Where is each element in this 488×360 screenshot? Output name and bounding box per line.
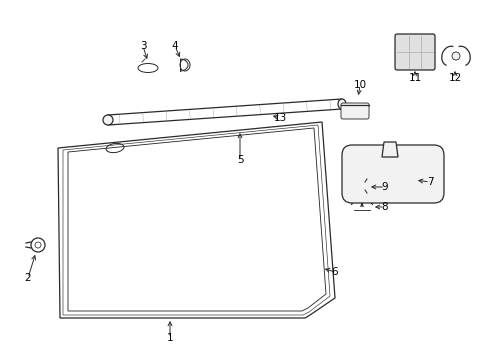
Text: 1: 1 — [166, 333, 173, 343]
Text: 10: 10 — [353, 80, 366, 90]
Text: 6: 6 — [331, 267, 338, 277]
FancyBboxPatch shape — [394, 34, 434, 70]
Circle shape — [103, 115, 113, 125]
FancyBboxPatch shape — [340, 103, 368, 119]
Text: 2: 2 — [24, 273, 31, 283]
Text: 8: 8 — [381, 202, 387, 212]
Text: 3: 3 — [140, 41, 146, 51]
Text: 12: 12 — [447, 73, 461, 83]
Text: 9: 9 — [381, 182, 387, 192]
Text: 11: 11 — [407, 73, 421, 83]
Ellipse shape — [337, 99, 346, 109]
Circle shape — [451, 52, 459, 60]
Text: 13: 13 — [273, 113, 286, 123]
Text: 7: 7 — [426, 177, 432, 187]
FancyBboxPatch shape — [341, 145, 443, 203]
Polygon shape — [381, 142, 397, 157]
Text: 4: 4 — [171, 41, 178, 51]
Text: 5: 5 — [236, 155, 243, 165]
